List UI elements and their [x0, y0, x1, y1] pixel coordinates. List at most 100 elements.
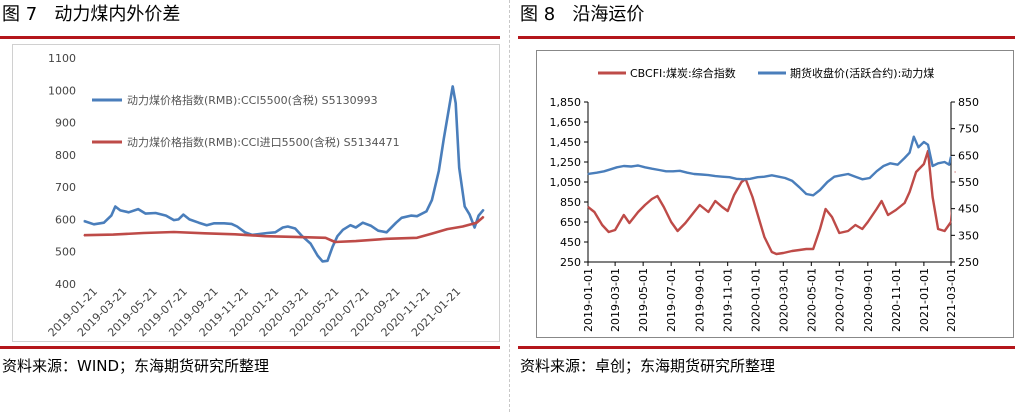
- data-point-0-41: [867, 221, 869, 223]
- data-point-0-40: [861, 228, 863, 230]
- data-point-0-33: [326, 260, 329, 262]
- data-point-1-45: [904, 157, 906, 159]
- data-point-0-42: [386, 231, 388, 233]
- data-point-1-13: [679, 170, 681, 172]
- data-point-1-0: [83, 234, 85, 236]
- y-tick-label-0: 400: [55, 278, 76, 291]
- data-point-0-42: [876, 208, 878, 210]
- data-point-1-24: [757, 176, 759, 178]
- data-point-1-12: [672, 170, 674, 172]
- data-point-0-16: [206, 224, 208, 226]
- data-point-0-34: [331, 246, 334, 248]
- figure-7-panel: 图 7 动力煤内外价差 400 500 600 700 800 900 1000 1100 20…: [0, 0, 500, 412]
- data-point-0-7: [637, 211, 639, 213]
- x-tick-label-9: 2020-07-01: [833, 268, 846, 332]
- data-point-0-58: [478, 215, 480, 217]
- data-point-0-39: [854, 224, 856, 226]
- data-point-0-2: [601, 224, 603, 226]
- data-point-0-15: [693, 211, 695, 213]
- data-point-0-10: [165, 215, 167, 217]
- data-point-1-14: [446, 228, 448, 230]
- data-point-0-17: [213, 222, 215, 224]
- data-point-0-14: [188, 218, 190, 220]
- data-point-0-26: [763, 236, 765, 238]
- x-tick-label-11: 2020-11-01: [890, 268, 903, 332]
- data-point-0-6: [128, 211, 130, 213]
- data-point-0-23: [258, 233, 260, 235]
- x-tick-label-1: 2019-03-01: [609, 268, 622, 332]
- data-point-1-21: [735, 178, 737, 180]
- data-point-0-22: [740, 181, 743, 183]
- figure-7-source: 资料来源：WIND；东海期货研究所整理: [2, 357, 270, 375]
- data-point-1-3: [610, 168, 612, 170]
- legend-label-1: 期货收盘价(活跃合约):动力煤: [790, 66, 934, 80]
- data-point-0-8: [145, 213, 147, 215]
- y-tick-label-3: 700: [55, 181, 76, 194]
- data-point-1-25: [763, 176, 765, 178]
- data-point-1-20: [728, 176, 731, 178]
- data-point-0-20: [727, 210, 729, 212]
- data-point-1-41: [876, 170, 878, 172]
- data-point-0-45: [895, 209, 897, 211]
- data-point-1-29: [791, 180, 793, 182]
- data-point-0-9: [155, 212, 157, 214]
- y-left-tick-label-1: 450: [560, 236, 581, 249]
- data-point-1-2: [603, 170, 605, 172]
- data-point-1-42: [882, 165, 885, 167]
- y-tick-label-7: 1100: [48, 52, 76, 65]
- data-point-1-15: [693, 173, 695, 175]
- data-point-1-48: [917, 146, 919, 148]
- data-point-0-3: [608, 231, 610, 233]
- data-point-0-16: [699, 204, 701, 206]
- data-point-0-52: [937, 228, 939, 230]
- y-right-tick-label-3: 550: [958, 176, 979, 189]
- legend-label-0: CBCFI:煤炭:综合指数: [630, 66, 736, 80]
- data-point-0-33: [812, 248, 814, 250]
- y-tick-label-6: 1000: [48, 84, 76, 97]
- data-point-1-47: [913, 136, 915, 138]
- data-point-0-53: [455, 102, 457, 104]
- data-point-1-8: [644, 166, 646, 168]
- data-point-0-31: [317, 255, 319, 257]
- data-point-1-16: [476, 222, 478, 224]
- data-point-0-30: [791, 250, 793, 252]
- data-point-1-10: [355, 240, 357, 242]
- data-point-1-3: [173, 231, 175, 233]
- data-point-0-47: [425, 210, 427, 212]
- data-point-1-5: [623, 165, 625, 167]
- data-point-0-7: [137, 208, 139, 210]
- data-point-0-11: [173, 219, 175, 221]
- series-line-1: [83, 215, 485, 244]
- data-point-1-53: [944, 161, 946, 163]
- data-point-0-46: [904, 202, 906, 204]
- data-point-1-8: [324, 237, 327, 239]
- data-point-0-52: [452, 85, 454, 87]
- data-point-0-48: [915, 171, 917, 173]
- figure-8-bottom-rule: [518, 346, 1015, 349]
- data-point-0-43: [881, 200, 883, 202]
- legend-label-0: 动力煤价格指数(RMB):CCI5500(含税) S5130993: [127, 93, 378, 107]
- data-point-0-49: [923, 163, 925, 165]
- x-tick-label-5: 2019-11-01: [722, 268, 735, 332]
- y-left-tick-label-4: 1,050: [550, 176, 582, 189]
- data-point-1-9: [334, 241, 336, 243]
- legend-label-1: 动力煤价格指数(RMB):CCI进口5500(含税) S5134471: [127, 135, 400, 149]
- data-point-1-39: [861, 178, 863, 180]
- data-point-0-5: [623, 214, 625, 216]
- data-point-1-33: [819, 189, 821, 191]
- figure-8-source: 资料来源：卓创；东海期货研究所整理: [520, 357, 776, 375]
- panel-separator: [509, 0, 510, 412]
- data-point-1-11: [665, 170, 667, 172]
- y-left-tick-label-6: 1,450: [550, 136, 582, 149]
- data-point-0-40: [370, 225, 372, 227]
- data-point-0-55: [954, 171, 956, 173]
- figure-7-chart-frame: [12, 44, 500, 342]
- data-point-1-0: [587, 173, 589, 175]
- data-point-0-13: [677, 230, 679, 232]
- x-tick-label-10: 2020-09-01: [862, 268, 875, 332]
- data-point-0-12: [670, 221, 672, 223]
- data-point-0-4: [614, 229, 616, 231]
- data-point-0-48: [431, 199, 433, 201]
- y-right-tick-label-6: 850: [958, 96, 979, 109]
- x-tick-label-4: 2019-09-01: [694, 268, 707, 332]
